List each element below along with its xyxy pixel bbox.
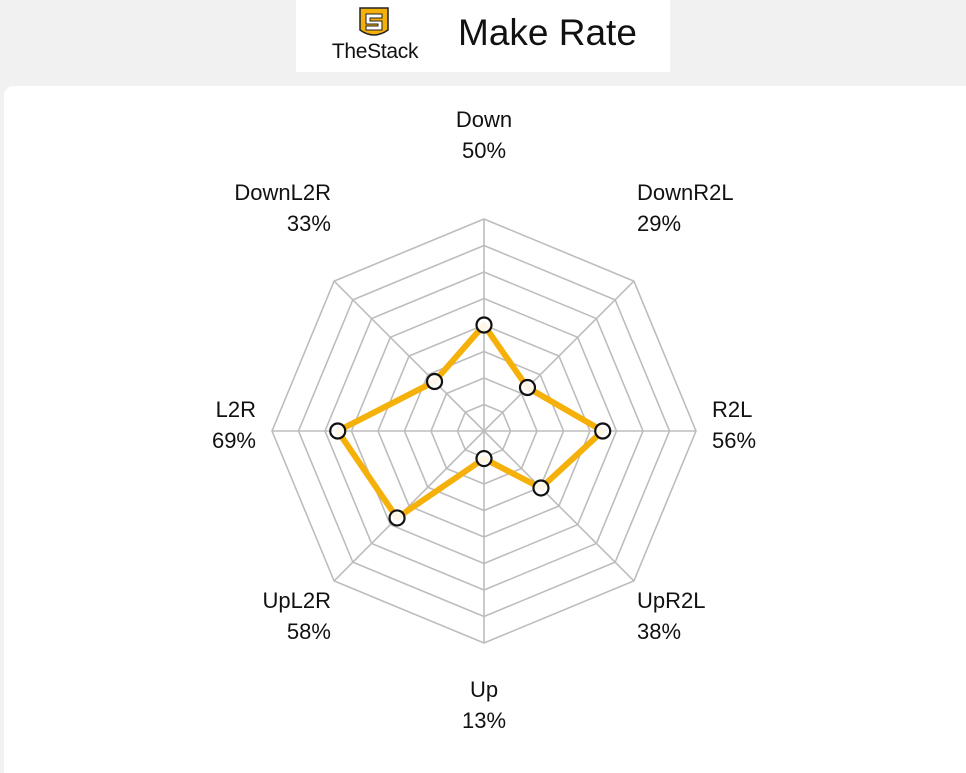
axis-label-upr2l: UpR2L [637, 588, 705, 613]
axis-label-l2r: L2R [216, 397, 256, 422]
series-line [334, 322, 606, 521]
value-label-downr2l: 29% [637, 211, 681, 236]
data-point [329, 422, 347, 440]
data-point [594, 422, 612, 440]
data-point [388, 509, 406, 527]
data-point [518, 378, 537, 397]
grid-spoke [483, 280, 635, 432]
value-label-upl2r: 58% [287, 619, 331, 644]
axis-label-downl2r: DownL2R [234, 180, 331, 205]
data-point [475, 449, 493, 468]
axis-label-up: Up [470, 677, 498, 702]
axis-label-r2l: R2L [712, 397, 752, 422]
page-title: Make Rate [458, 12, 637, 53]
brand-logo: TheStack [320, 4, 430, 66]
value-label-up: 13% [462, 708, 506, 733]
axis-label-downr2l: DownR2L [637, 180, 734, 205]
value-label-down: 50% [462, 138, 506, 163]
data-point [532, 479, 550, 497]
grid-spoke [333, 280, 485, 432]
axis-label-upl2r: UpL2R [262, 588, 330, 613]
axis-label-down: Down [456, 107, 512, 132]
value-label-r2l: 56% [712, 428, 756, 453]
value-label-upr2l: 38% [637, 619, 681, 644]
grid-spoke [483, 430, 635, 582]
logo-text: TheStack [331, 40, 419, 63]
data-point [425, 372, 444, 391]
header: TheStack Make Rate [296, 0, 670, 72]
data-point [475, 316, 493, 334]
grid-spoke [333, 430, 485, 582]
value-label-l2r: 69% [212, 428, 256, 453]
chart-card: Down 50% DownR2L 29% R2L 56% UpR2L 38% Up 13% UpL2… [4, 86, 966, 773]
radar-chart: Down 50% DownR2L 29% R2L 56% UpR2L 38% Up 13% UpL2… [212, 107, 756, 733]
value-label-downl2r: 33% [287, 211, 331, 236]
stack-logo-icon [359, 7, 389, 36]
